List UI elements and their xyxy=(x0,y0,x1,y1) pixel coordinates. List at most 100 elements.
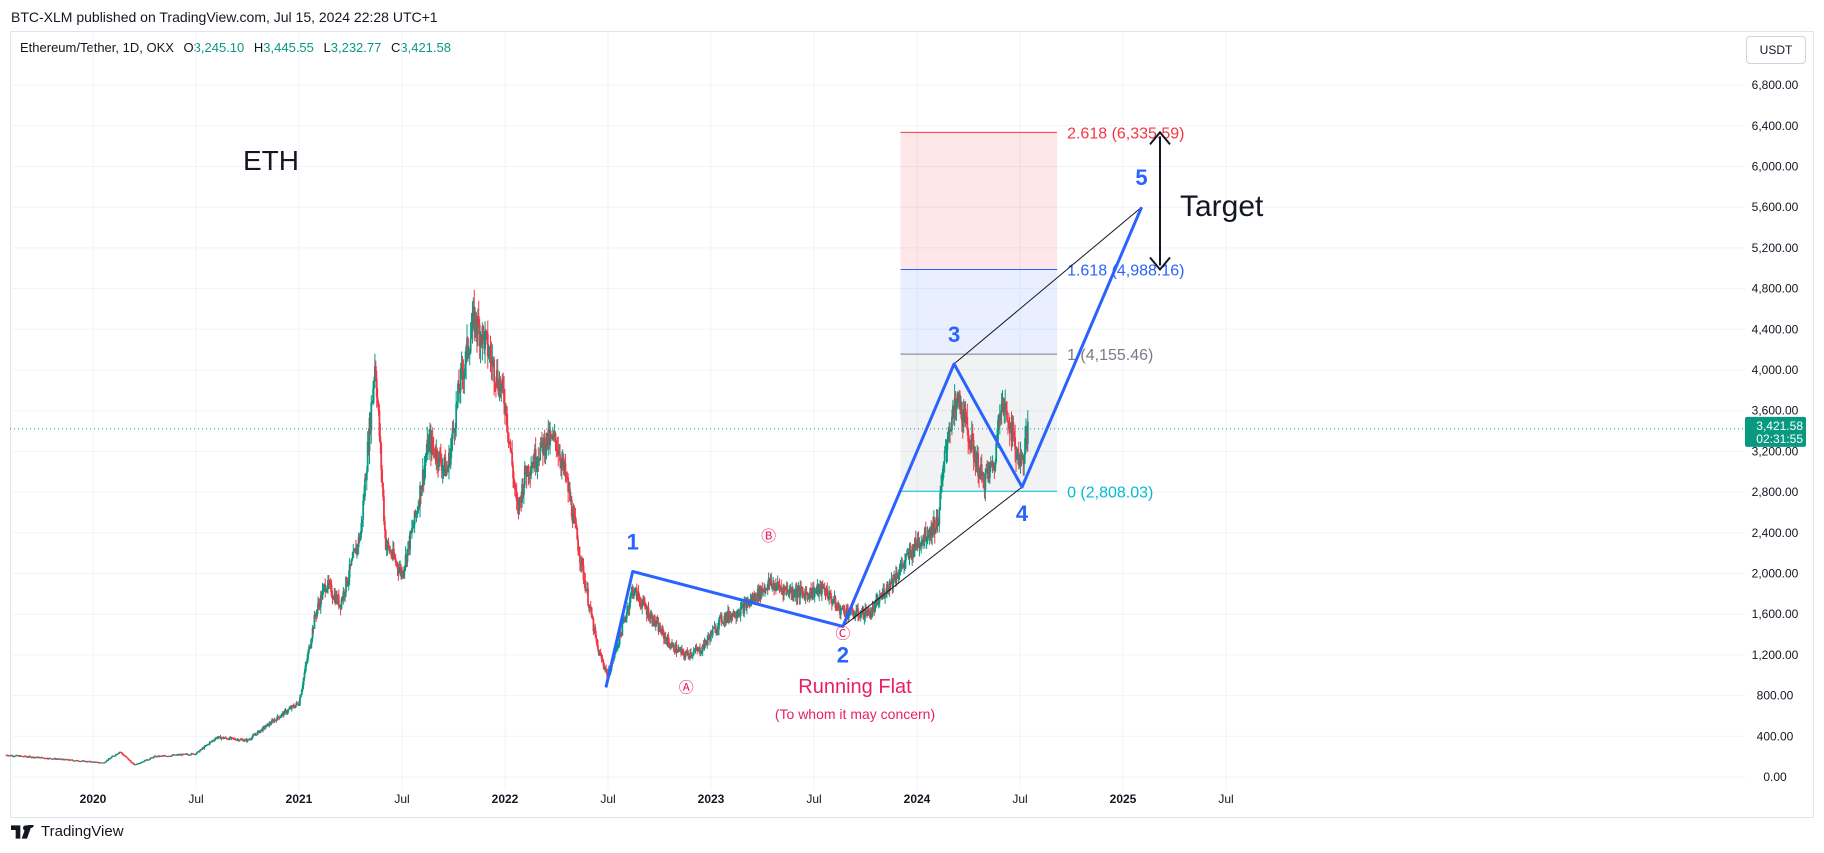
candle-body xyxy=(583,579,586,581)
candle-body xyxy=(599,652,602,656)
candle-body xyxy=(429,434,431,437)
candle-body xyxy=(529,474,532,476)
candle-body xyxy=(20,756,23,758)
candle-body xyxy=(206,744,209,746)
candle-body xyxy=(838,604,840,609)
candle-body xyxy=(754,593,756,599)
candle-body xyxy=(455,404,458,429)
candle-body xyxy=(421,469,424,487)
candle-body xyxy=(676,651,679,653)
candle-body xyxy=(686,650,689,653)
candle-body xyxy=(526,466,529,477)
candle-body xyxy=(358,536,361,541)
candle-body xyxy=(481,326,484,345)
candle-body xyxy=(744,602,747,604)
candle-body xyxy=(308,646,310,653)
candle-body xyxy=(445,469,448,477)
candle-body xyxy=(580,557,583,566)
currency-button[interactable]: USDT xyxy=(1746,36,1806,64)
candle-body xyxy=(343,591,346,596)
candle-body xyxy=(502,378,505,389)
candle-body xyxy=(34,757,37,759)
candle-body xyxy=(367,441,370,452)
candle-body xyxy=(596,638,598,646)
candle-body xyxy=(913,550,915,557)
candle-body xyxy=(869,613,872,618)
candle-body xyxy=(115,754,118,756)
candle-body xyxy=(581,557,584,566)
candle-body xyxy=(90,761,93,763)
candle-body xyxy=(128,759,131,761)
candle-body xyxy=(388,546,391,552)
candle-body xyxy=(240,739,243,741)
candle-body xyxy=(954,398,957,407)
candle-body xyxy=(402,572,404,576)
candle-body xyxy=(878,596,881,602)
candle-body xyxy=(989,463,992,465)
candle-body xyxy=(861,607,864,613)
candle-body xyxy=(768,578,771,585)
candle-body xyxy=(489,350,492,358)
candle-body xyxy=(235,739,238,741)
candle-body xyxy=(773,583,775,590)
candle-body xyxy=(363,496,365,501)
candle-body xyxy=(551,434,554,439)
candle-body xyxy=(274,719,277,721)
candle-body xyxy=(819,584,821,587)
candle-body xyxy=(307,652,309,660)
candle-body xyxy=(107,758,110,761)
candle-body xyxy=(775,587,778,591)
candle-body xyxy=(282,712,285,716)
candle-body xyxy=(357,536,360,548)
candle-body xyxy=(688,656,691,658)
candle-body xyxy=(382,482,384,497)
footer-brand[interactable]: TradingView xyxy=(41,823,124,840)
candle-body xyxy=(224,737,226,739)
candle-body xyxy=(933,520,936,534)
candle-body xyxy=(679,649,682,651)
candle-body xyxy=(578,550,580,556)
candle-body xyxy=(203,746,206,749)
candle-body xyxy=(904,560,906,563)
candle-body xyxy=(516,501,519,506)
candle-body xyxy=(457,383,459,402)
candle-body xyxy=(774,585,776,590)
candle-body xyxy=(466,338,468,348)
candle-body xyxy=(457,383,460,393)
candle-body xyxy=(256,731,259,735)
candle-body xyxy=(397,568,400,573)
candle-body xyxy=(80,760,83,762)
candle-body xyxy=(997,420,999,441)
candle-body xyxy=(909,549,912,552)
symbol-label[interactable]: Ethereum/Tether, 1D, OKX xyxy=(20,40,174,55)
candle-body xyxy=(435,449,438,460)
candle-body xyxy=(919,546,922,548)
candle-body xyxy=(949,429,952,431)
candle-body xyxy=(355,545,358,555)
candle-body xyxy=(809,587,812,599)
candle-body xyxy=(950,430,952,432)
candle-body xyxy=(518,497,521,511)
candle-body xyxy=(263,726,266,729)
candle-body xyxy=(451,427,454,440)
candle-body xyxy=(213,740,216,742)
candle-body xyxy=(87,761,90,763)
candle-body xyxy=(831,602,834,604)
candle-body xyxy=(667,636,670,643)
candle-body xyxy=(594,627,597,635)
candle-body xyxy=(391,555,393,557)
candle-body xyxy=(40,757,43,759)
candle-body xyxy=(178,754,180,756)
candle-body xyxy=(970,433,973,450)
candle-body xyxy=(984,472,987,490)
candle-body xyxy=(590,607,593,618)
candle-body xyxy=(790,587,793,594)
y-tick-label: 4,000.00 xyxy=(1752,363,1799,377)
candle-body xyxy=(261,729,263,731)
candle-body xyxy=(549,433,551,445)
candle-body xyxy=(163,755,166,757)
candle-body xyxy=(300,689,303,696)
candle-body xyxy=(215,737,218,739)
candle-body xyxy=(252,734,254,737)
